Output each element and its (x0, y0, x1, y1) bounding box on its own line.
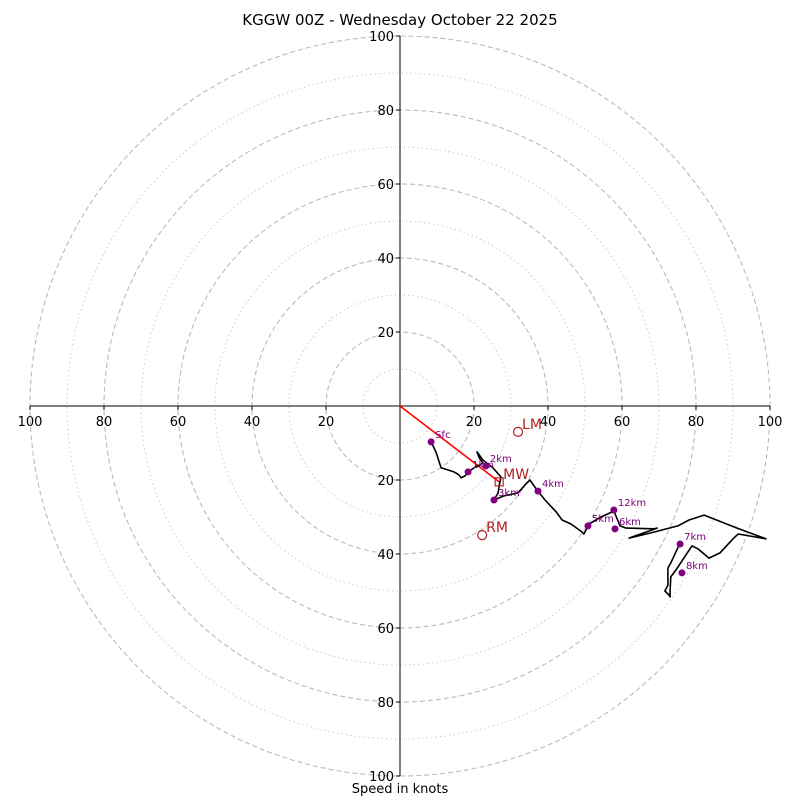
height-marker-dot (534, 487, 542, 495)
x-tick-label: 20 (466, 415, 483, 430)
height-marker-dot (584, 522, 592, 530)
x-tick-label: 80 (688, 415, 705, 430)
height-marker-dot (427, 438, 435, 446)
height-marker-label: 8km (686, 561, 708, 572)
y-tick-label: 60 (377, 178, 394, 193)
height-marker-label: 6km (619, 517, 641, 528)
height-marker-dot (490, 496, 498, 504)
storm-motion-vector-line (399, 405, 500, 483)
height-marker-label: Sfc (435, 430, 450, 441)
height-marker-label: 7km (684, 532, 706, 543)
mean-wind-marker (494, 477, 504, 487)
height-marker-dot (610, 506, 618, 514)
height-marker-dot (676, 540, 684, 548)
height-marker-label: 5km (592, 514, 614, 525)
chart-title: KGGW 00Z - Wednesday October 22 2025 (242, 11, 558, 29)
y-tick-label: 20 (377, 326, 394, 341)
rm-marker (477, 530, 488, 541)
x-tick-label: 80 (96, 415, 113, 430)
tick-labels: 100 80 60 40 20 20 40 60 80 100 100 80 60 40 20 20 40 60 8… (18, 30, 783, 785)
lm-marker (512, 426, 524, 437)
y-tick-label: 40 (377, 548, 394, 563)
y-tick-label: 20 (377, 474, 394, 489)
y-tick-label: 40 (377, 252, 394, 267)
y-tick-label: 80 (377, 696, 394, 711)
y-tick-label: 80 (377, 104, 394, 119)
storm-motion-label: MW (503, 467, 529, 483)
storm-motion-label: LM (522, 417, 542, 433)
x-tick-label: 100 (758, 415, 783, 430)
y-tick-label: 100 (369, 30, 394, 45)
x-tick-label: 100 (18, 415, 43, 430)
height-marker-label: 12km (618, 498, 646, 509)
height-marker-dot (611, 525, 619, 533)
x-tick-label: 20 (318, 415, 335, 430)
x-tick-label: 40 (244, 415, 261, 430)
height-marker-label: 3km (498, 488, 520, 499)
height-markers: Sfc1km2km3km4km5km6km7km8km12km (427, 430, 708, 577)
height-marker-label: 4km (542, 479, 564, 490)
x-tick-label: 40 (540, 415, 557, 430)
x-axis-label: Speed in knots (351, 782, 449, 797)
storm-motion-label: RM (486, 520, 508, 536)
height-marker-label: 2km (490, 454, 512, 465)
height-marker-dot (678, 569, 686, 577)
height-marker-dot (464, 468, 472, 476)
storm-motion-markers: LM MW RM (477, 417, 542, 541)
mean-wind-vector (399, 405, 500, 483)
x-tick-label: 60 (170, 415, 187, 430)
height-marker-dot (482, 462, 490, 470)
x-tick-label: 60 (614, 415, 631, 430)
y-tick-label: 60 (377, 622, 394, 637)
y-tick-label: 100 (369, 770, 394, 785)
